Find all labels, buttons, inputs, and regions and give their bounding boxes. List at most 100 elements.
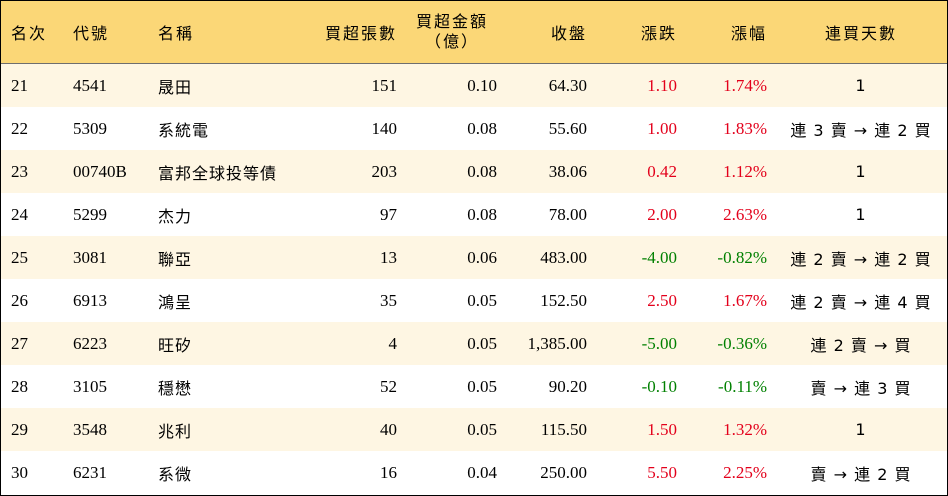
net-buy-amount-cell: 0.06: [467, 247, 497, 267]
close-price-cell: 1,385.00: [527, 333, 588, 353]
header-change: 漲跌: [640, 24, 677, 43]
header-net-buy-lots: 買超張數: [324, 24, 397, 43]
code-cell: 3105: [73, 376, 107, 396]
table-row: 29 3548 兆利 40 0.05 115.50 1.50 1.32% 1: [1, 408, 947, 451]
streak-cell: 連 3 賣 → 連 2 買: [790, 120, 932, 140]
change-cell: 2.00: [647, 204, 677, 224]
rank-cell: 25: [11, 247, 28, 267]
streak-cell: 連 2 賣 → 連 4 買: [790, 292, 932, 312]
table-row: 25 3081 聯亞 13 0.06 483.00 -4.00 -0.82% 連 2 賣 → 連…: [1, 236, 947, 279]
code-cell: 3548: [73, 419, 107, 439]
name-cell: 富邦全球投等債: [158, 163, 278, 183]
code-cell: 6913: [73, 290, 107, 310]
streak-cell: 1: [855, 420, 867, 439]
name-cell: 杰力: [158, 206, 193, 226]
net-buy-lots-cell: 35: [380, 290, 397, 310]
header-net-buy-amount-title: 買超金額: [415, 12, 488, 31]
table-body: 21 4541 晟田 151 0.10 64.30 1.10 1.74% 1 22 5309 系統電 1…: [1, 64, 947, 494]
change-cell: 1.00: [647, 118, 677, 138]
table-header: 名次 代號 名稱 買超張數 買超金額 （億） 收盤 漲跌 漲幅 連買天數: [1, 1, 947, 64]
streak-cell: 連 2 賣 → 連 2 買: [790, 249, 932, 269]
rank-cell: 30: [11, 462, 28, 482]
streak-cell: 1: [855, 162, 867, 181]
code-cell: 00740B: [73, 161, 127, 181]
table-row: 28 3105 穩懋 52 0.05 90.20 -0.10 -0.11% 賣 → 連 3 買: [1, 365, 947, 408]
table-row: 26 6913 鴻呈 35 0.05 152.50 2.50 1.67% 連 2 賣 → 連 4…: [1, 279, 947, 322]
streak-cell: 連 2 賣 → 買: [810, 335, 912, 355]
streak-cell: 賣 → 連 2 買: [810, 464, 912, 484]
close-price-cell: 115.50: [540, 419, 587, 439]
streak-cell: 1: [855, 76, 867, 95]
net-buy-lots-cell: 203: [371, 161, 398, 181]
rank-cell: 26: [11, 290, 28, 310]
close-price-cell: 152.50: [540, 290, 587, 310]
table-row: 27 6223 旺矽 4 0.05 1,385.00 -5.00 -0.36% 連 2 賣 → …: [1, 322, 947, 365]
rank-cell: 23: [11, 161, 28, 181]
name-cell: 鴻呈: [158, 292, 193, 312]
header-net-buy-amount-unit: （億）: [424, 32, 479, 51]
rank-cell: 21: [11, 75, 28, 95]
table-row: 24 5299 杰力 97 0.08 78.00 2.00 2.63% 1: [1, 193, 947, 236]
change-pct-cell: 1.83%: [723, 118, 767, 138]
name-cell: 旺矽: [158, 335, 193, 355]
code-cell: 6231: [73, 462, 107, 482]
net-buy-amount-cell: 0.05: [467, 333, 497, 353]
net-buy-lots-cell: 52: [380, 376, 397, 396]
streak-cell: 賣 → 連 3 買: [810, 378, 912, 398]
header-name: 名稱: [158, 24, 195, 43]
header-net-buy-amount: 買超金額 （億）: [409, 1, 495, 63]
change-pct-cell: 1.32%: [723, 419, 767, 439]
net-buy-amount-cell: 0.05: [467, 376, 497, 396]
close-price-cell: 64.30: [548, 75, 587, 95]
change-cell: 0.42: [647, 161, 677, 181]
change-pct-cell: -0.82%: [717, 247, 767, 267]
close-price-cell: 250.00: [540, 462, 587, 482]
code-cell: 5299: [73, 204, 107, 224]
table-row: 21 4541 晟田 151 0.10 64.30 1.10 1.74% 1: [1, 64, 947, 107]
net-buy-lots-cell: 13: [380, 247, 397, 267]
header-streak: 連買天數: [824, 24, 897, 43]
header-close: 收盤: [550, 24, 587, 43]
table-row: 30 6231 系微 16 0.04 250.00 5.50 2.25% 賣 → 連 2 買: [1, 451, 947, 494]
net-buy-amount-cell: 0.10: [467, 75, 497, 95]
change-cell: -5.00: [641, 333, 677, 353]
change-cell: 2.50: [647, 290, 677, 310]
change-cell: -4.00: [641, 247, 677, 267]
net-buy-amount-cell: 0.08: [467, 204, 497, 224]
close-price-cell: 483.00: [540, 247, 587, 267]
net-buy-lots-cell: 97: [380, 204, 397, 224]
close-price-cell: 38.06: [548, 161, 587, 181]
streak-cell: 1: [855, 205, 867, 224]
code-cell: 3081: [73, 247, 107, 267]
name-cell: 系統電: [158, 120, 210, 140]
code-cell: 4541: [73, 75, 107, 95]
header-code: 代號: [73, 24, 110, 43]
name-cell: 系微: [158, 464, 193, 484]
change-pct-cell: 1.74%: [723, 75, 767, 95]
rank-cell: 22: [11, 118, 28, 138]
rank-cell: 28: [11, 376, 28, 396]
net-buy-lots-cell: 16: [380, 462, 397, 482]
rank-cell: 27: [11, 333, 28, 353]
change-pct-cell: 2.25%: [723, 462, 767, 482]
table-row: 23 00740B 富邦全球投等債 203 0.08 38.06 0.42 1.12% 1: [1, 150, 947, 193]
rank-cell: 29: [11, 419, 28, 439]
header-rank: 名次: [11, 24, 48, 43]
change-pct-cell: -0.11%: [718, 376, 767, 396]
net-buy-lots-cell: 4: [388, 333, 398, 353]
net-buy-lots-cell: 40: [380, 419, 397, 439]
net-buy-lots-cell: 151: [371, 75, 398, 95]
net-buy-amount-cell: 0.05: [467, 290, 497, 310]
name-cell: 兆利: [158, 421, 193, 441]
rank-cell: 24: [11, 204, 28, 224]
change-cell: 1.50: [647, 419, 677, 439]
net-buy-amount-cell: 0.08: [467, 161, 497, 181]
net-buy-amount-cell: 0.08: [467, 118, 497, 138]
change-pct-cell: 1.12%: [723, 161, 767, 181]
net-buy-amount-cell: 0.05: [467, 419, 497, 439]
header-change-pct: 漲幅: [730, 24, 767, 43]
name-cell: 聯亞: [158, 249, 193, 269]
table-row: 22 5309 系統電 140 0.08 55.60 1.00 1.83% 連 3 賣 → 連 …: [1, 107, 947, 150]
change-pct-cell: -0.36%: [717, 333, 767, 353]
close-price-cell: 78.00: [548, 204, 587, 224]
